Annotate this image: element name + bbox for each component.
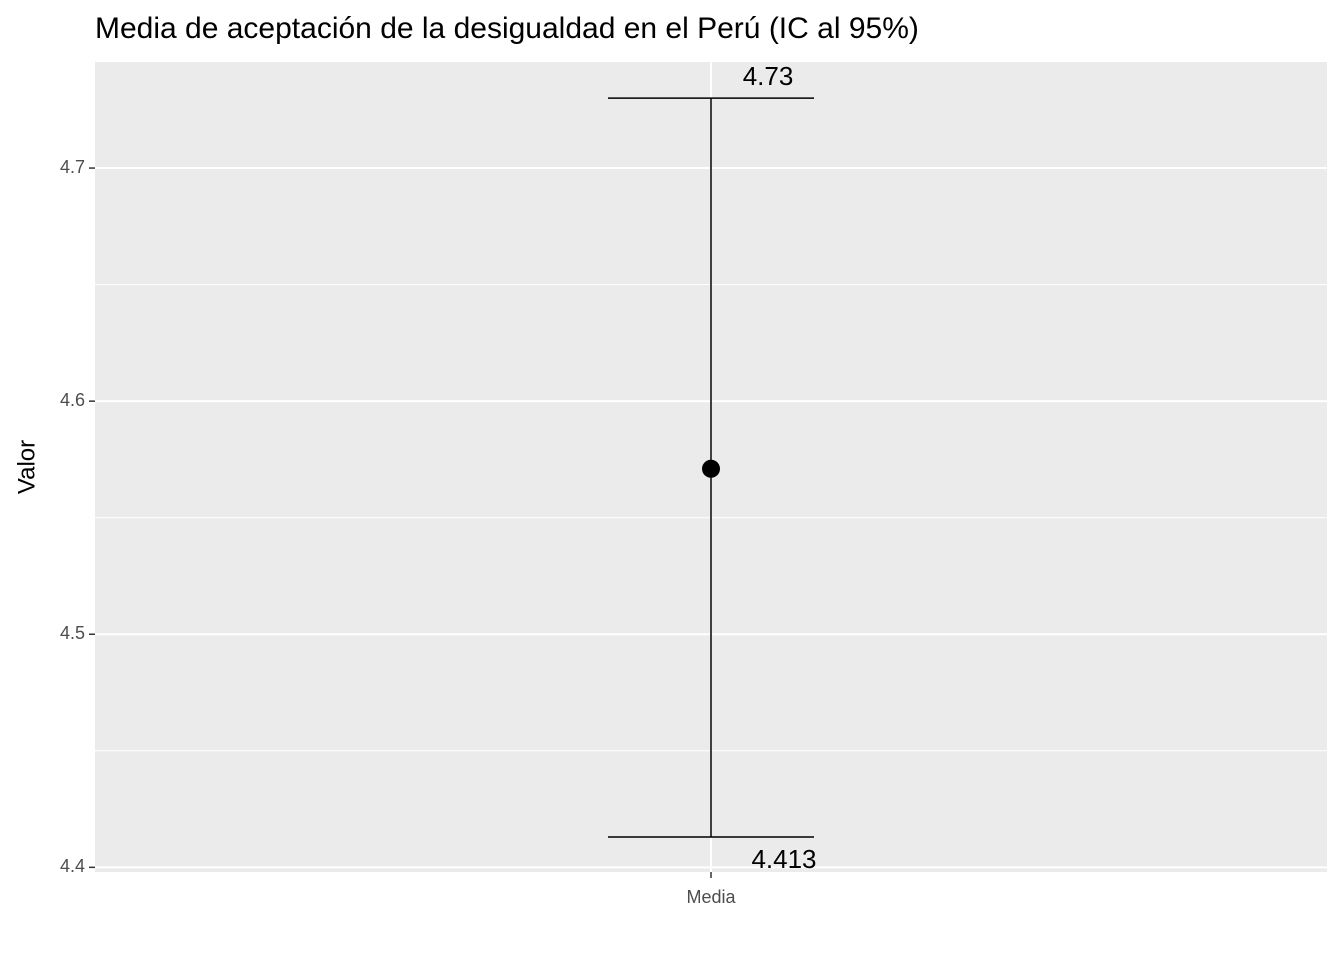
- point: [702, 459, 720, 478]
- y-axis-label: Valor: [13, 440, 40, 494]
- y-tick-label: 4.6: [60, 390, 85, 410]
- y-tick-label: 4.5: [60, 623, 85, 643]
- chart-title: Media de aceptación de la desigualdad en…: [95, 12, 919, 45]
- x-tick-label: Media: [686, 887, 736, 907]
- y-tick-label: 4.4: [60, 856, 85, 876]
- lower-label: 4.413: [751, 844, 816, 874]
- upper-label: 4.73: [743, 61, 794, 91]
- y-tick-label: 4.7: [60, 157, 85, 177]
